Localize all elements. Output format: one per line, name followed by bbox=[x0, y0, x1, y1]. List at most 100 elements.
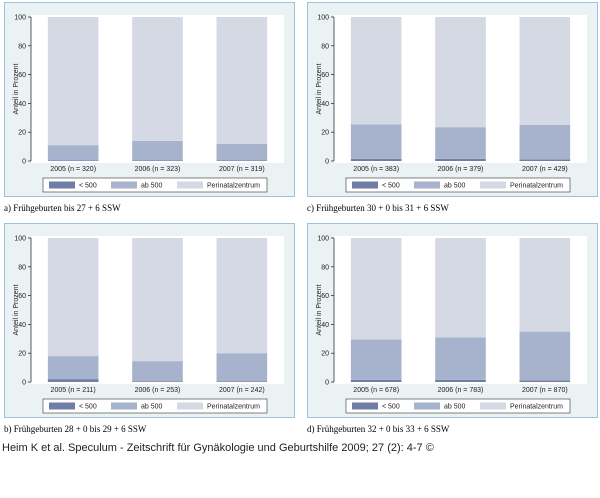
legend-swatch-ab500 bbox=[414, 402, 440, 410]
chart-panel-b: 0 20 40 60 80 100 Anteil in Prozent 2005 (n = 2… bbox=[4, 223, 295, 418]
bar-segment-ab500 bbox=[435, 127, 486, 159]
legend-swatch-perinatal bbox=[480, 181, 506, 189]
y-tick-label: 60 bbox=[321, 72, 329, 79]
y-tick-label: 80 bbox=[18, 264, 26, 271]
legend-swatch-ab500 bbox=[111, 402, 137, 410]
bar-segment-ab500 bbox=[216, 143, 268, 161]
x-category-label: 2005 (n = 383) bbox=[353, 166, 399, 173]
legend-label: ab 500 bbox=[444, 404, 466, 411]
x-category-label: 2007 (n = 319) bbox=[219, 166, 265, 173]
x-category-label: 2007 (n = 870) bbox=[522, 387, 568, 394]
y-tick-label: 20 bbox=[321, 351, 329, 358]
y-tick-label: 100 bbox=[14, 15, 26, 22]
bar-segment-lt500 bbox=[216, 381, 268, 382]
bar-segment-ab500 bbox=[47, 145, 99, 161]
legend-label: Perinatalzentrum bbox=[510, 404, 563, 411]
legend-box bbox=[345, 398, 571, 414]
chart-panel-a: 0 20 40 60 80 100 Anteil in Prozent 2005 (n = 3… bbox=[4, 2, 295, 197]
legend-box bbox=[42, 177, 268, 193]
stacked-bar-chart-b: 0 20 40 60 80 100 Anteil in Prozent 2005 (n = 2… bbox=[13, 236, 284, 414]
y-tick-label: 20 bbox=[18, 130, 26, 137]
bar-segment-lt500 bbox=[47, 160, 99, 161]
legend-label: ab 500 bbox=[444, 183, 466, 190]
stacked-bar-chart-d: 0 20 40 60 80 100 Anteil in Prozent 2005 (n = 6… bbox=[316, 236, 587, 414]
bar-segment-lt500 bbox=[350, 379, 402, 382]
bar-segment-ab500 bbox=[519, 125, 571, 160]
chart-panel-c: 0 20 40 60 80 100 Anteil in Prozent 2005 (n = 3… bbox=[307, 2, 598, 197]
y-tick-label: 80 bbox=[321, 264, 329, 271]
x-category-label: 2006 (n = 253) bbox=[135, 387, 181, 394]
x-category-label: 2006 (n = 323) bbox=[135, 166, 181, 173]
y-tick-label: 40 bbox=[321, 101, 329, 108]
bar-segment-lt500 bbox=[216, 160, 268, 161]
y-axis-title: Anteil in Prozent bbox=[13, 63, 20, 114]
y-axis-title: Anteil in Prozent bbox=[13, 284, 20, 335]
x-category-label: 2005 (n = 211) bbox=[51, 387, 96, 394]
y-tick-label: 20 bbox=[321, 130, 329, 137]
legend: < 500 ab 500 Perinatalzentrum bbox=[345, 177, 571, 193]
bar-segment-ab500 bbox=[216, 353, 268, 382]
y-axis-title: Anteil in Prozent bbox=[316, 63, 323, 114]
legend-swatch-lt500 bbox=[352, 181, 378, 189]
legend-box bbox=[345, 177, 571, 193]
legend: < 500 ab 500 Perinatalzentrum bbox=[42, 177, 268, 193]
bar-segment-ab500 bbox=[132, 140, 183, 161]
bar-segment-ab500 bbox=[350, 339, 402, 380]
legend: < 500 ab 500 Perinatalzentrum bbox=[42, 398, 268, 414]
y-tick-label: 0 bbox=[22, 380, 26, 387]
bar-segment-perinatal bbox=[47, 17, 99, 146]
bar-segment-perinatal bbox=[216, 17, 268, 144]
legend-label: ab 500 bbox=[141, 404, 163, 411]
bar-segment-perinatal bbox=[132, 238, 183, 362]
bar-segment-perinatal bbox=[519, 17, 571, 125]
y-tick-label: 100 bbox=[317, 236, 329, 243]
legend-label: < 500 bbox=[79, 183, 97, 190]
bar-segment-perinatal bbox=[216, 238, 268, 354]
bar-segment-perinatal bbox=[519, 238, 571, 332]
y-tick-label: 0 bbox=[325, 159, 329, 166]
y-tick-label: 40 bbox=[321, 322, 329, 329]
y-tick-label: 60 bbox=[18, 72, 26, 79]
x-category-label: 2005 (n = 678) bbox=[353, 387, 399, 394]
y-tick-label: 80 bbox=[18, 43, 26, 50]
bar-segment-perinatal bbox=[435, 238, 486, 338]
x-category-label: 2005 (n = 320) bbox=[50, 166, 96, 173]
bar-segment-perinatal bbox=[47, 238, 99, 357]
bar-segment-lt500 bbox=[47, 379, 99, 382]
source-citation: Heim K et al. Speculum - Zeitschrift für… bbox=[2, 442, 434, 454]
bar-segment-perinatal bbox=[132, 17, 183, 141]
y-tick-label: 100 bbox=[14, 236, 26, 243]
legend-swatch-ab500 bbox=[111, 181, 137, 189]
stacked-bar-chart-c: 0 20 40 60 80 100 Anteil in Prozent 2005 (n = 3… bbox=[316, 15, 587, 193]
y-tick-label: 0 bbox=[325, 380, 329, 387]
bar-segment-ab500 bbox=[132, 361, 183, 382]
caption-d: d) Frühgeburten 32 + 0 bis 33 + 6 SSW bbox=[307, 424, 450, 434]
bar-segment-lt500 bbox=[132, 381, 183, 382]
y-axis-title: Anteil in Prozent bbox=[316, 284, 323, 335]
legend-label: Perinatalzentrum bbox=[207, 183, 260, 190]
y-tick-label: 0 bbox=[22, 159, 26, 166]
y-tick-label: 40 bbox=[18, 322, 26, 329]
y-tick-label: 80 bbox=[321, 43, 329, 50]
bar-segment-perinatal bbox=[350, 17, 402, 125]
legend-swatch-lt500 bbox=[49, 181, 75, 189]
bar-segment-lt500 bbox=[132, 160, 183, 161]
legend-swatch-lt500 bbox=[352, 402, 378, 410]
y-tick-label: 60 bbox=[18, 293, 26, 300]
bar-segment-ab500 bbox=[519, 331, 571, 381]
legend-label: < 500 bbox=[382, 183, 400, 190]
y-tick-label: 100 bbox=[317, 15, 329, 22]
legend-swatch-ab500 bbox=[414, 181, 440, 189]
x-category-label: 2007 (n = 242) bbox=[219, 387, 265, 394]
x-category-label: 2006 (n = 379) bbox=[438, 166, 484, 173]
bar-segment-ab500 bbox=[350, 124, 402, 159]
bar-segment-lt500 bbox=[435, 158, 486, 161]
bar-segment-lt500 bbox=[350, 158, 402, 161]
bar-segment-perinatal bbox=[435, 17, 486, 128]
caption-a: a) Frühgeburten bis 27 + 6 SSW bbox=[4, 203, 121, 213]
bar-segment-ab500 bbox=[47, 356, 99, 380]
caption-c: c) Frühgeburten 30 + 0 bis 31 + 6 SSW bbox=[307, 203, 449, 213]
caption-b: b) Frühgeburten 28 + 0 bis 29 + 6 SSW bbox=[4, 424, 147, 434]
bar-segment-lt500 bbox=[519, 159, 571, 161]
y-tick-label: 40 bbox=[18, 101, 26, 108]
